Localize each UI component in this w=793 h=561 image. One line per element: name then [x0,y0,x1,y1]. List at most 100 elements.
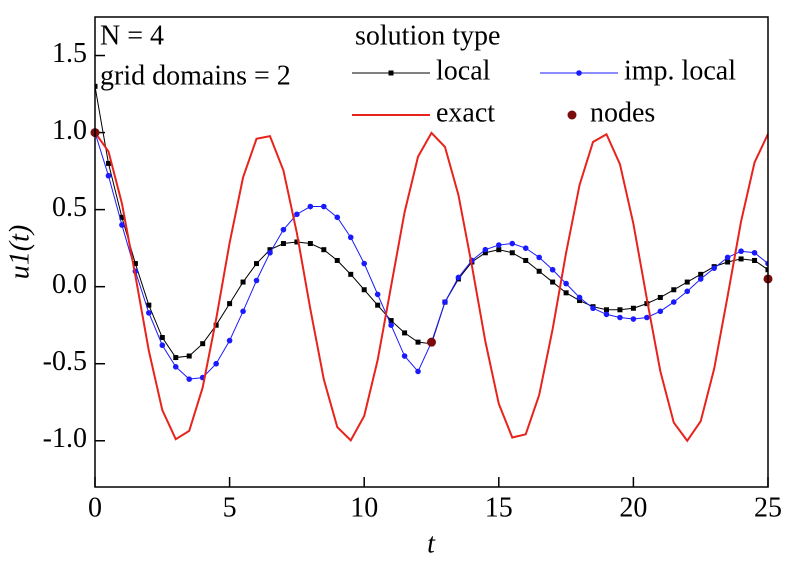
data-point [603,307,609,313]
data-point [617,307,623,313]
x-tick-label: 5 [223,492,237,523]
data-point [307,203,314,210]
data-point [348,271,354,277]
data-point [563,280,569,287]
legend-marker [576,70,582,76]
data-point [267,249,273,256]
y-axis-label: u1(t) [4,225,35,279]
data-point [549,266,556,273]
data-point [415,368,421,375]
y-tick-label: 1.0 [52,115,87,146]
data-point [95,83,98,89]
data-point [509,250,515,256]
data-point [684,279,690,285]
data-point [146,302,152,308]
series-line [95,131,768,443]
data-point [657,294,663,300]
data-point [725,259,731,265]
data-point [509,240,516,247]
data-point [186,376,193,382]
series-line [95,86,768,359]
legend-marker [388,70,394,76]
data-point [105,172,112,179]
data-point [213,360,219,367]
data-point [576,294,583,301]
data-point [294,239,300,245]
legend-marker [567,110,577,120]
data-point [375,302,381,308]
data-point [482,250,488,256]
data-point [536,268,542,274]
x-tick-label: 10 [350,492,378,523]
data-point [630,316,637,322]
y-tick-label: 0.5 [52,192,87,223]
data-point [105,160,111,166]
data-point [334,257,340,263]
y-tick-label: -1.0 [43,423,87,454]
data-point [186,353,192,359]
data-point [496,242,502,248]
legend-label: exact [436,97,495,128]
data-point [711,265,717,271]
data-point [401,353,408,359]
data-point [698,271,704,277]
data-point [590,305,596,312]
data-point [442,299,448,305]
annotation: grid domains = 2 [100,60,291,91]
data-point [240,308,246,315]
data-point [657,308,664,315]
data-point [240,279,246,285]
data-point [119,214,125,220]
data-point [374,291,381,298]
data-point [172,364,179,370]
data-point [213,322,219,328]
data-point [307,241,313,247]
data-point [200,341,206,347]
data-point [226,337,233,344]
data-point [644,314,650,321]
y-tick-label: -0.5 [43,346,87,377]
data-point [361,287,367,293]
x-tick-label: 15 [485,492,513,523]
data-point [159,335,165,341]
data-point [321,203,327,210]
data-point [321,247,327,253]
plot-frame [94,16,769,488]
data-point [267,247,273,253]
data-point [280,241,286,247]
x-axis-label: t [427,528,436,559]
data-point [146,310,152,316]
legend-label: nodes [590,97,655,128]
data-point [227,301,233,307]
data-point [671,287,677,293]
data-point [577,298,583,304]
data-point [427,337,436,347]
data-point [738,248,744,255]
y-tick-label: 0.0 [52,269,87,300]
data-point [496,247,502,253]
data-point [347,234,354,241]
data-point [361,260,368,267]
data-point [294,211,300,218]
data-point [630,305,636,311]
data-point [402,330,408,336]
data-point [173,355,179,361]
legend-label: local [436,55,491,86]
data-point [280,226,287,233]
x-tick-label: 25 [754,492,782,523]
data-point [522,245,529,251]
data-point [159,342,166,349]
x-tick-label: 20 [619,492,647,523]
data-point [536,254,542,261]
data-point [752,257,758,263]
data-point [388,322,394,328]
data-point [697,276,704,282]
legend-title: solution type [355,20,500,51]
data-point [670,299,677,305]
data-point [563,290,569,296]
data-point [523,257,529,263]
data-point [254,261,260,267]
data-point [253,277,260,284]
data-point [455,274,462,281]
